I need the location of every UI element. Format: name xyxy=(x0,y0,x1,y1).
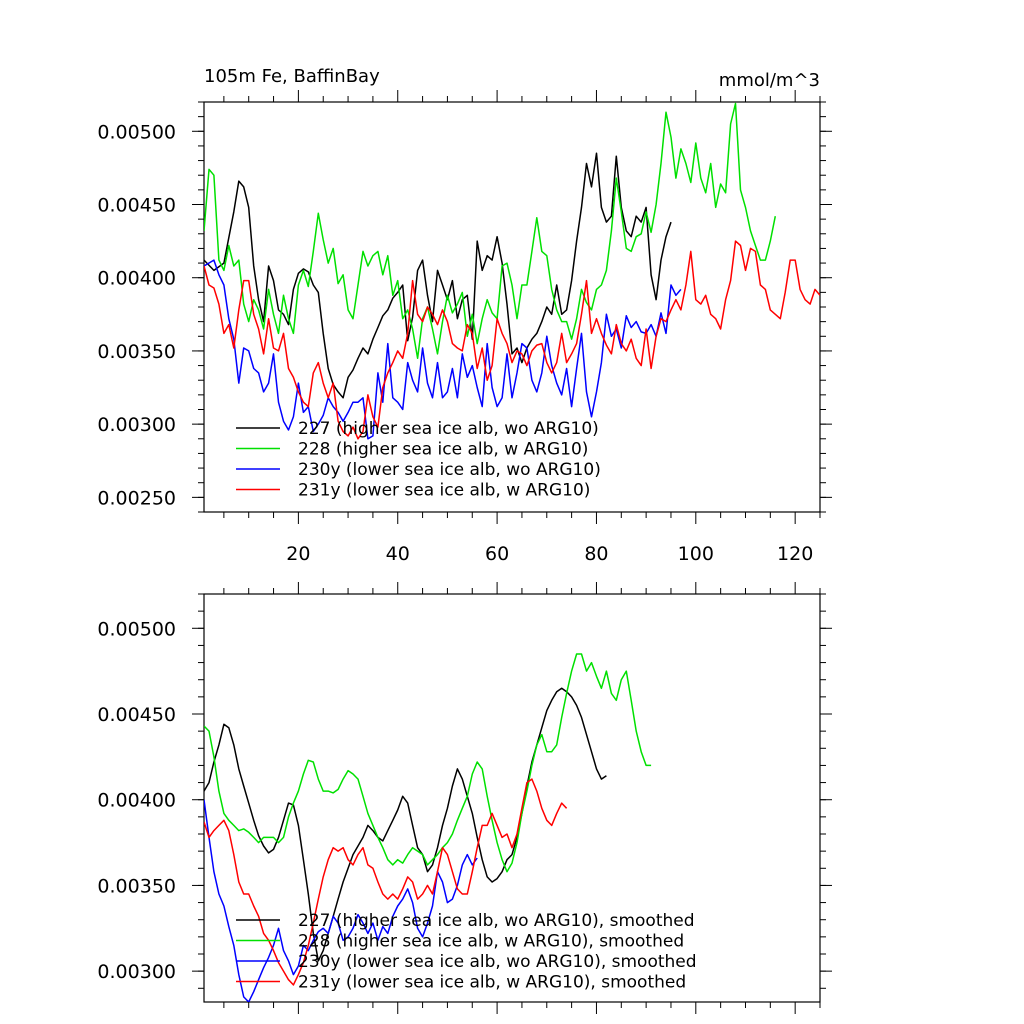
top-xtick-label: 20 xyxy=(286,543,310,565)
top-xtick-label: 80 xyxy=(584,543,608,565)
top-legend-label-4: 231y (lower sea ice alb, w ARG10) xyxy=(298,481,590,501)
top-series-1-line xyxy=(204,152,672,399)
bottom-ytick-label: 0.00350 xyxy=(97,875,176,897)
bottom-legend: 227 (higher sea ice alb, wo ARG10), smoo… xyxy=(236,911,697,993)
bottom-ytick-label: 0.00400 xyxy=(97,790,176,812)
top-xtick-label: 100 xyxy=(678,543,714,565)
top-panel-title: 105m Fe, BaffinBay xyxy=(204,66,380,87)
bottom-series-3-line xyxy=(204,799,478,1002)
top-series-4-line xyxy=(204,240,820,440)
top-series-3-line xyxy=(204,259,682,440)
top-panel-units: mmol/m^3 xyxy=(719,70,820,91)
top-xtick-label: 60 xyxy=(485,543,509,565)
bottom-legend-label-3: 230y (lower sea ice alb, wo ARG10), smoo… xyxy=(298,952,697,972)
bottom-ytick-label: 0.00450 xyxy=(97,704,176,726)
top-ytick-label: 0.00300 xyxy=(97,414,176,436)
top-ytick-label: 0.00450 xyxy=(97,195,176,217)
bottom-series-4-line xyxy=(204,778,568,986)
top-axis-ticks: 0.00250 0.00300 0.00350 0.00400 0.00450 0.005… xyxy=(97,90,832,565)
bottom-legend-label-1: 227 (higher sea ice alb, wo ARG10), smoo… xyxy=(298,911,695,931)
top-xtick-label: 40 xyxy=(386,543,410,565)
bottom-plot-frame xyxy=(203,593,821,1003)
top-ytick-label: 0.00350 xyxy=(97,341,176,363)
top-legend-label-1: 227 (higher sea ice alb, wo ARG10) xyxy=(298,419,599,439)
bottom-series-group xyxy=(204,653,652,1002)
top-series-2-line xyxy=(204,102,777,360)
top-legend-label-3: 230y (lower sea ice alb, wo ARG10) xyxy=(298,460,601,480)
bottom-ytick-label: 0.00500 xyxy=(97,618,176,640)
top-legend: 227 (higher sea ice alb, wo ARG10)228 (h… xyxy=(236,419,601,501)
top-ytick-label: 0.00500 xyxy=(97,121,176,143)
bottom-series-1-line xyxy=(204,687,607,962)
top-legend-label-2: 228 (higher sea ice alb, w ARG10) xyxy=(298,440,588,460)
top-xtick-label: 120 xyxy=(777,543,813,565)
top-series-group xyxy=(204,102,820,440)
bottom-legend-label-4: 231y (lower sea ice alb, w ARG10), smoot… xyxy=(298,973,686,993)
top-panel: 105m Fe, BaffinBay mmol/m^3 0.00250 0.003… xyxy=(97,66,832,565)
top-ytick-label: 0.00250 xyxy=(97,487,176,509)
bottom-panel: 0.00300 0.00350 0.00400 0.00450 0.00500 227 … xyxy=(97,582,832,1014)
bottom-series-2-line xyxy=(204,653,652,873)
bottom-legend-label-2: 228 (higher sea ice alb, w ARG10), smoot… xyxy=(298,932,684,952)
bottom-ytick-label: 0.00300 xyxy=(97,961,176,983)
bottom-axis-ticks: 0.00300 0.00350 0.00400 0.00450 0.00500 xyxy=(97,582,832,1014)
top-ytick-label: 0.00400 xyxy=(97,268,176,290)
